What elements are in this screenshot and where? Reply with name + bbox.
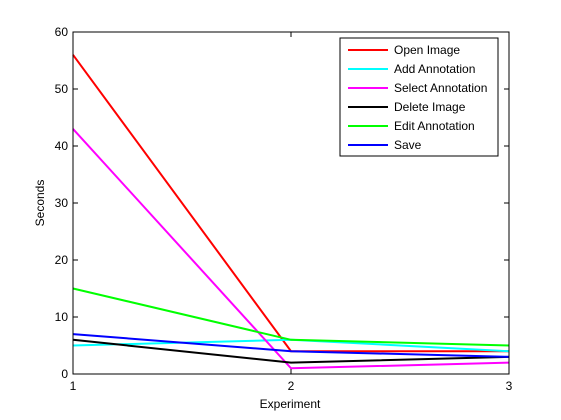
legend-box [339, 37, 499, 157]
x-tick-label: 2 [288, 379, 295, 393]
y-tick-label: 40 [55, 139, 69, 153]
y-axis-ticks: 0 10 20 30 40 50 60 [55, 25, 509, 381]
y-tick-label: 30 [55, 196, 69, 210]
y-tick-label: 60 [55, 25, 69, 39]
y-tick-label: 20 [55, 253, 69, 267]
legend: Open Image Add Annotation Select Annotatio… [339, 37, 499, 157]
y-tick-label: 50 [55, 82, 69, 96]
x-tick-label: 1 [70, 379, 77, 393]
x-tick-label: 3 [506, 379, 513, 393]
legend-label-edit-annotation: Edit Annotation [394, 119, 475, 133]
series-line-delete-image [72, 338, 510, 364]
legend-label-delete-image: Delete Image [394, 100, 466, 114]
x-axis-label: Experiment [260, 397, 321, 411]
y-axis-label: Seconds [33, 180, 47, 227]
legend-label-save: Save [394, 138, 422, 152]
series-line-save [72, 333, 510, 358]
legend-label-add-annotation: Add Annotation [394, 62, 475, 76]
y-tick-label: 10 [55, 310, 69, 324]
series-line-edit-annotation [72, 287, 510, 347]
series-layer [72, 54, 510, 370]
series-line-select-annotation [72, 128, 510, 370]
legend-label-select-annotation: Select Annotation [394, 81, 487, 95]
y-tick-label: 0 [61, 367, 68, 381]
x-axis-ticks: 1 2 3 [70, 32, 513, 393]
legend-label-open-image: Open Image [394, 43, 460, 57]
